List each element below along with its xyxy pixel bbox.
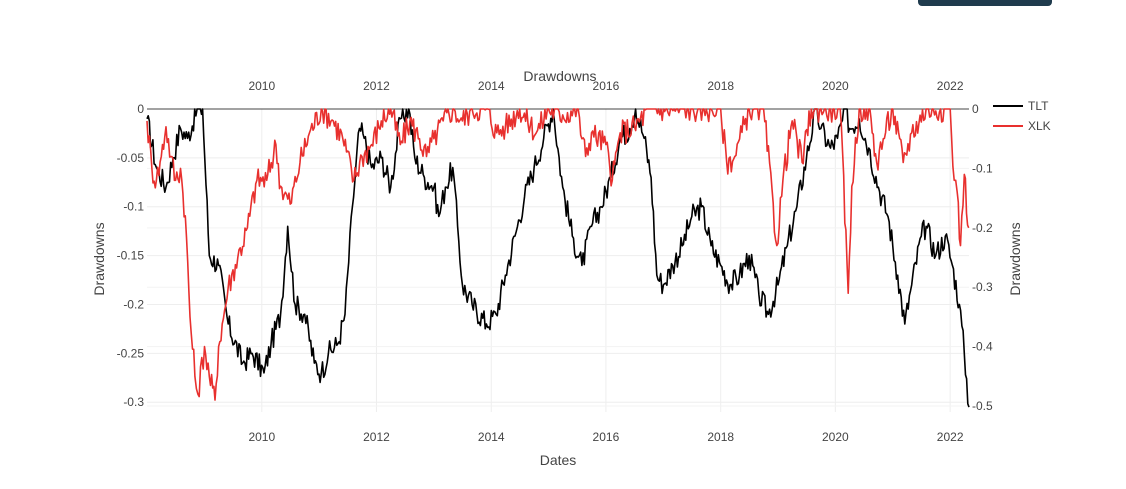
x-tick-label-bottom: 2022	[937, 430, 964, 444]
x-tick-label-top: 2014	[478, 79, 505, 93]
y-left-tick-label: -0.2	[123, 297, 144, 311]
legend-label: XLK	[1028, 119, 1051, 133]
series-line-tlt	[146, 108, 970, 408]
legend-item-xlk[interactable]: XLK	[993, 119, 1051, 133]
y-right-tick-label: -0.5	[972, 399, 993, 413]
legend-item-tlt[interactable]: TLT	[993, 99, 1049, 113]
x-tick-label-bottom: 2016	[593, 430, 620, 444]
x-tick-label-bottom: 2014	[478, 430, 505, 444]
x-tick-label-top: 2018	[707, 79, 734, 93]
x-tick-label-bottom: 2018	[707, 430, 734, 444]
legend-label: TLT	[1028, 99, 1049, 113]
x-tick-label-bottom: 2010	[248, 430, 275, 444]
y-axis-left-title: Drawdowns	[91, 222, 107, 295]
y-right-tick-label: -0.4	[972, 340, 993, 354]
y-axis-right-title: Drawdowns	[1007, 222, 1023, 295]
x-tick-label-top: 2022	[937, 79, 964, 93]
x-tick-label-top: 2012	[363, 79, 390, 93]
chart-title: Drawdowns	[523, 68, 596, 84]
x-axis-top-ticks: 2010 2012 2014 2016 2018 2020 2022	[248, 79, 963, 93]
y-right-tick-label: 0	[972, 102, 979, 116]
y-left-tick-label: -0.25	[117, 346, 145, 360]
x-tick-label-top: 2016	[593, 79, 620, 93]
y-left-tick-label: -0.05	[117, 151, 145, 165]
series-line-xlk	[146, 108, 970, 401]
x-tick-label-top: 2010	[248, 79, 275, 93]
toolbar-button[interactable]	[918, 0, 1052, 6]
y-right-tick-label: -0.3	[972, 280, 993, 294]
y-axis-left-ticks: 0 -0.05 -0.1 -0.15 -0.2 -0.25 -0.3	[117, 102, 145, 409]
series-lines	[146, 108, 970, 408]
y-left-tick-label: -0.3	[123, 395, 144, 409]
legend: TLT XLK	[993, 99, 1051, 133]
y-left-tick-label: -0.1	[123, 200, 144, 214]
y-right-tick-label: -0.2	[972, 221, 993, 235]
y-right-tick-label: -0.1	[972, 161, 993, 175]
y-left-tick-label: 0	[137, 102, 144, 116]
y-left-tick-label: -0.15	[117, 249, 145, 263]
x-tick-label-bottom: 2020	[822, 430, 849, 444]
x-tick-label-bottom: 2012	[363, 430, 390, 444]
x-axis-title: Dates	[540, 452, 577, 468]
grid-lines	[147, 109, 969, 412]
x-axis-bottom-ticks: 2010 2012 2014 2016 2018 2020 2022	[248, 430, 963, 444]
x-tick-label-top: 2020	[822, 79, 849, 93]
y-axis-right-ticks: 0 -0.1 -0.2 -0.3 -0.4 -0.5	[972, 102, 993, 413]
